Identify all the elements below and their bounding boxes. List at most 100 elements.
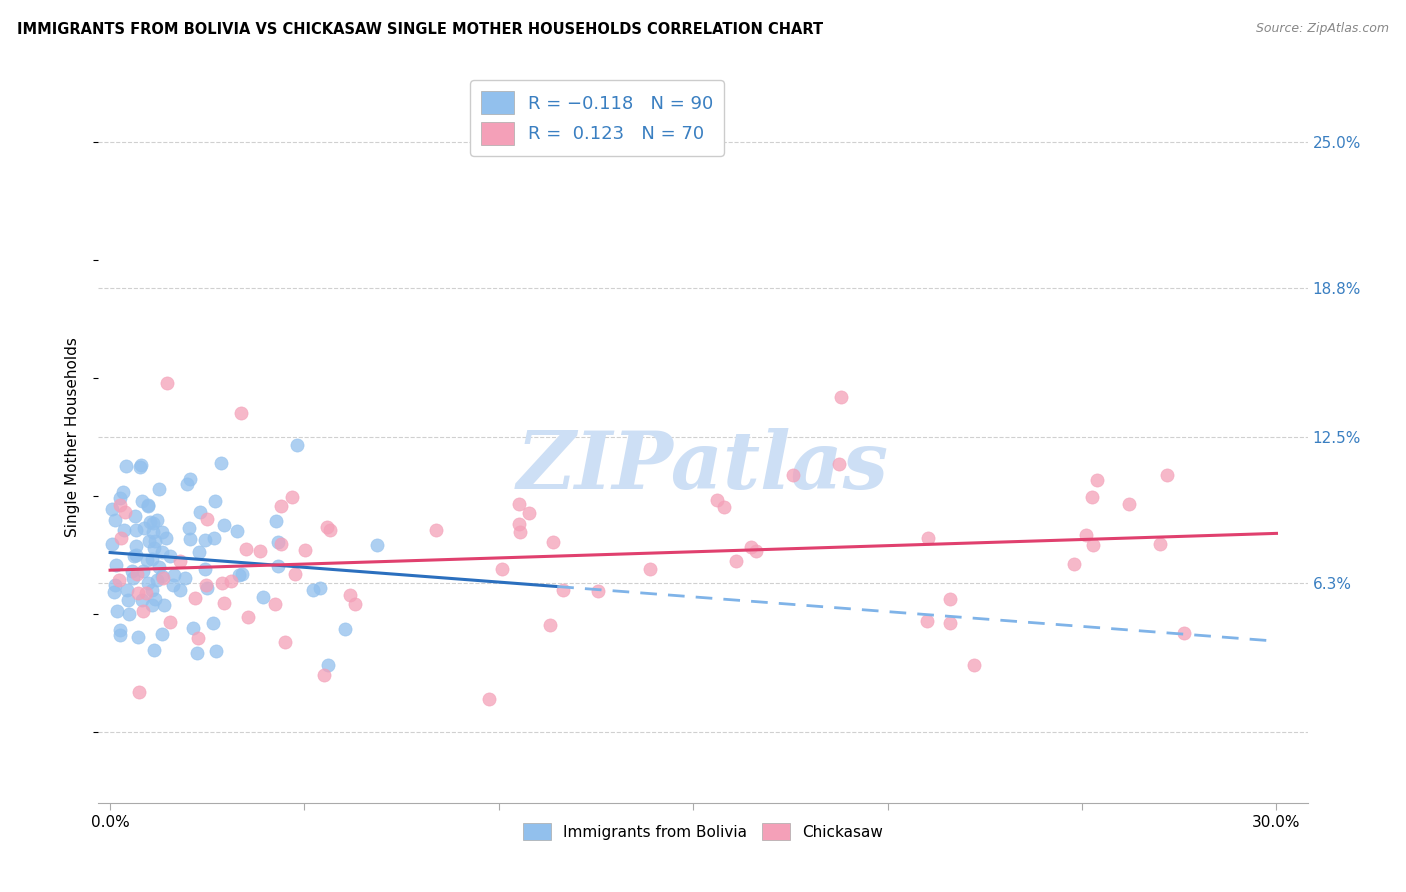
Point: [274, 635, 297, 649]
Point: [124, 509, 146, 524]
Point: [141, 552, 163, 566]
Y-axis label: Single Mother Households: Single Mother Households: [65, 337, 80, 537]
Point: [226, 524, 249, 538]
Point: [725, 554, 748, 568]
Point: [115, 583, 138, 598]
Point: [145, 513, 167, 527]
Text: IMMIGRANTS FROM BOLIVIA VS CHICKASAW SINGLE MOTHER HOUSEHOLDS CORRELATION CHART: IMMIGRANTS FROM BOLIVIA VS CHICKASAW SIN…: [17, 22, 823, 37]
Point: [302, 583, 325, 598]
Point: [131, 564, 153, 578]
Point: [101, 502, 124, 516]
Point: [139, 516, 162, 530]
Point: [343, 597, 366, 611]
Point: [713, 500, 735, 514]
Point: [204, 531, 226, 545]
Legend: Immigrants from Bolivia, Chickasaw: Immigrants from Bolivia, Chickasaw: [517, 816, 889, 847]
Point: [104, 513, 127, 527]
Point: [104, 578, 127, 592]
Point: [586, 584, 609, 599]
Point: [138, 534, 160, 549]
Point: [915, 614, 938, 628]
Point: [131, 592, 153, 607]
Point: [143, 541, 166, 556]
Point: [131, 494, 153, 508]
Point: [132, 520, 155, 534]
Point: [101, 537, 124, 551]
Point: [228, 567, 250, 582]
Point: [125, 523, 148, 537]
Text: Source: ZipAtlas.com: Source: ZipAtlas.com: [1256, 22, 1389, 36]
Point: [1173, 626, 1195, 640]
Point: [236, 610, 259, 624]
Point: [221, 574, 243, 588]
Point: [201, 615, 224, 630]
Point: [1149, 536, 1171, 550]
Point: [194, 562, 217, 576]
Point: [150, 524, 173, 539]
Point: [128, 685, 150, 699]
Point: [142, 516, 165, 531]
Point: [186, 647, 208, 661]
Point: [162, 578, 184, 592]
Point: [270, 537, 292, 551]
Point: [108, 623, 131, 637]
Point: [179, 472, 201, 486]
Point: [1080, 490, 1102, 504]
Point: [517, 506, 540, 520]
Point: [132, 604, 155, 618]
Point: [1118, 497, 1140, 511]
Point: [141, 598, 163, 612]
Point: [150, 545, 173, 559]
Point: [963, 657, 986, 672]
Point: [104, 558, 127, 572]
Point: [183, 591, 205, 605]
Point: [127, 586, 149, 600]
Point: [828, 457, 851, 471]
Point: [183, 621, 205, 635]
Point: [105, 604, 128, 618]
Point: [235, 541, 257, 556]
Point: [229, 407, 252, 421]
Point: [195, 577, 218, 591]
Point: [188, 544, 211, 558]
Point: [366, 538, 388, 552]
Point: [267, 534, 290, 549]
Point: [830, 390, 852, 404]
Point: [138, 499, 160, 513]
Point: [1085, 473, 1108, 487]
Point: [142, 524, 165, 539]
Point: [211, 576, 233, 591]
Point: [212, 597, 235, 611]
Point: [159, 615, 181, 629]
Point: [938, 592, 960, 607]
Point: [188, 505, 211, 519]
Point: [136, 498, 159, 512]
Point: [174, 571, 197, 585]
Point: [1156, 467, 1178, 482]
Point: [115, 458, 138, 473]
Point: [155, 531, 177, 545]
Point: [270, 499, 292, 513]
Point: [294, 542, 316, 557]
Point: [150, 627, 173, 641]
Point: [156, 376, 179, 390]
Point: [740, 540, 762, 554]
Point: [211, 456, 233, 470]
Point: [169, 582, 191, 597]
Point: [509, 524, 531, 539]
Point: [111, 485, 134, 500]
Point: [129, 458, 152, 472]
Point: [640, 562, 662, 576]
Point: [159, 549, 181, 563]
Point: [204, 494, 226, 508]
Point: [148, 483, 170, 497]
Point: [478, 692, 501, 706]
Point: [508, 497, 530, 511]
Point: [339, 588, 361, 602]
Point: [110, 532, 132, 546]
Point: [127, 630, 149, 644]
Point: [315, 520, 337, 534]
Point: [281, 490, 304, 504]
Point: [114, 504, 136, 518]
Point: [142, 642, 165, 657]
